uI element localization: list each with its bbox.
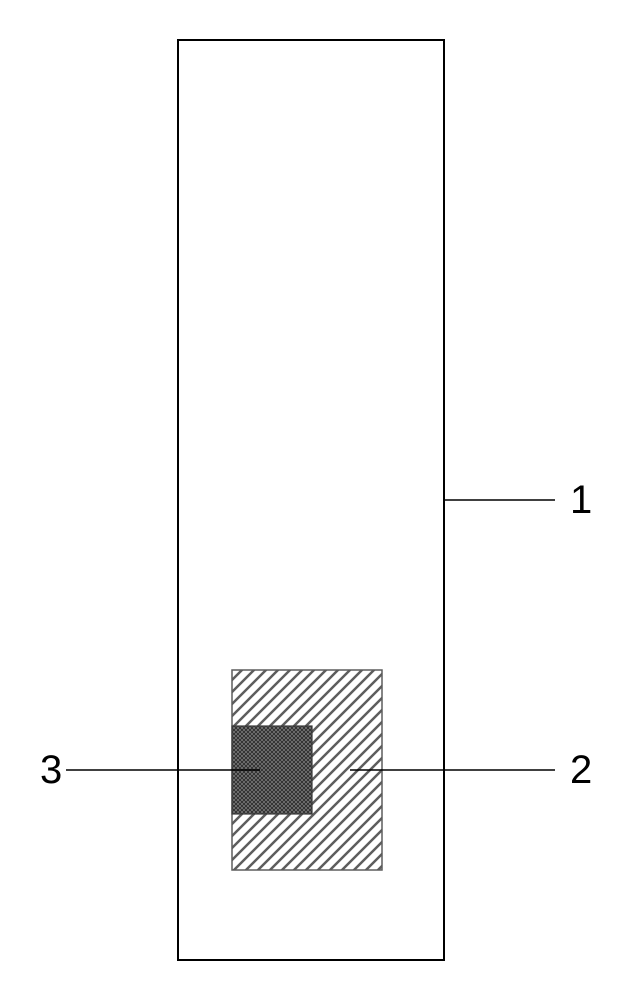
callout-label-2: 2 bbox=[570, 748, 592, 792]
callout-label-3: 3 bbox=[40, 748, 62, 792]
technical-diagram: 1 2 3 bbox=[0, 0, 642, 1000]
callout-label-1: 1 bbox=[570, 478, 592, 522]
